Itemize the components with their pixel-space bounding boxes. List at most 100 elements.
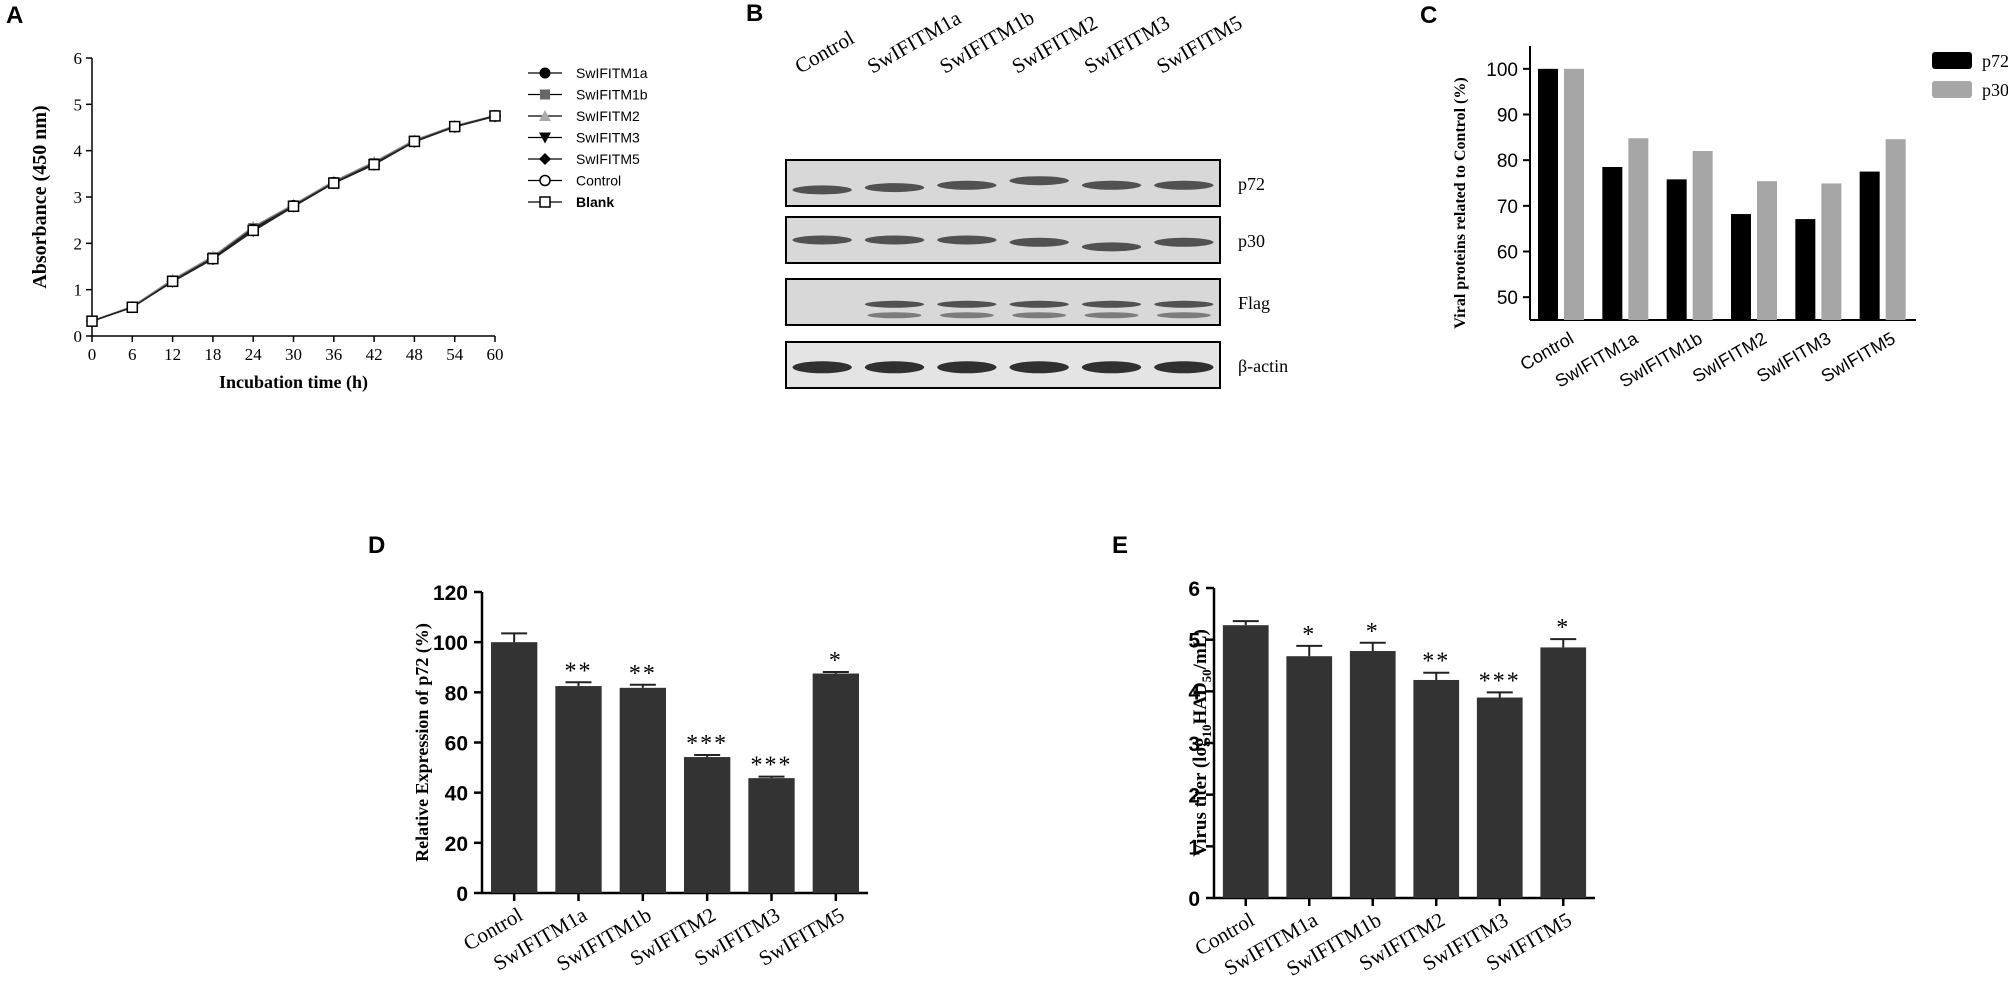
- significance-marker: ***: [751, 753, 793, 779]
- y-tick-label: 0: [1188, 888, 1200, 911]
- series-line-control: [91, 115, 496, 322]
- blot-band: [867, 312, 922, 319]
- blot-row-label: p72: [1238, 174, 1265, 194]
- legend-entry: Control: [576, 173, 621, 189]
- data-point: [126, 301, 139, 314]
- chart-c: 5060708090100ControlSwIFITM1aSwIFITM1bSw…: [1452, 46, 2008, 391]
- blot-band: [1154, 237, 1214, 247]
- y-tick-label: 90: [1497, 106, 1518, 127]
- bar-p30: [1692, 151, 1713, 320]
- blot-band: [1081, 180, 1142, 190]
- data-point: [86, 315, 98, 327]
- series-line-swifitm2: [91, 114, 496, 322]
- y-tick-label: 5: [74, 95, 83, 114]
- bar: [1286, 656, 1333, 898]
- blot-band: [937, 361, 997, 374]
- y-tick-label: 70: [1497, 197, 1518, 218]
- y-tick-label: 40: [445, 783, 468, 806]
- bar-p30: [1564, 68, 1584, 320]
- data-point: [408, 135, 421, 148]
- significance-marker: *: [1556, 615, 1570, 641]
- panel-label-d: D: [368, 532, 386, 559]
- significance-marker: **: [1422, 649, 1450, 675]
- legend-marker: [539, 196, 551, 208]
- blot-strip: [785, 341, 1221, 389]
- significance-marker: **: [629, 661, 657, 687]
- y-axis-label: Virus titer (log10HAD50/mL): [1190, 629, 1214, 857]
- blot-band: [1156, 312, 1211, 319]
- blot-band: [1084, 312, 1139, 319]
- y-tick-label: 20: [445, 833, 468, 856]
- blot-band: [1154, 361, 1214, 374]
- x-tick-label: 48: [406, 345, 423, 364]
- x-tick-label: 36: [325, 345, 342, 364]
- panel-label-b: B: [746, 0, 764, 27]
- data-point: [207, 252, 219, 265]
- y-tick-label: 60: [1497, 243, 1518, 264]
- y-axis-label: Relative Expression of p72 (%): [412, 623, 433, 862]
- blot-row-label: β-actin: [1238, 356, 1288, 376]
- x-tick-label: 30: [285, 345, 302, 364]
- blot-band: [1009, 300, 1069, 308]
- x-tick-label: 12: [164, 345, 181, 364]
- significance-marker: *: [829, 648, 843, 674]
- significance-marker: **: [565, 658, 593, 684]
- blot-strip: [785, 216, 1221, 264]
- y-axis-label: Absorbance (450 nm): [29, 105, 51, 288]
- y-tick-label: 2: [1188, 785, 1200, 808]
- legend-entry: SwIFITM3: [576, 130, 640, 146]
- y-tick-label: 3: [1188, 733, 1200, 756]
- x-tick-label: 60: [487, 345, 504, 364]
- blot-row-label: Flag: [1238, 293, 1270, 313]
- bar-p30: [1757, 181, 1777, 320]
- data-point: [328, 177, 340, 189]
- blot-band: [864, 183, 925, 193]
- y-tick-label: 120: [433, 582, 468, 605]
- bar: [1476, 697, 1523, 898]
- bar-p30: [1821, 183, 1842, 320]
- series-line-swifitm5: [91, 115, 496, 322]
- blot-band: [1081, 300, 1142, 308]
- blot-strip: [785, 159, 1221, 207]
- blot-band: [937, 180, 997, 190]
- legend-swatch-p72: [1932, 52, 1972, 69]
- y-tick-label: 6: [1188, 578, 1200, 601]
- bar-p30: [1885, 139, 1906, 320]
- y-tick-label: 4: [1188, 681, 1200, 704]
- blot-lane-label: Control: [791, 25, 859, 78]
- y-tick-label: 4: [74, 142, 83, 161]
- bar-p72: [1666, 179, 1687, 320]
- legend-entry: p72: [1982, 51, 2008, 71]
- blot-band: [792, 185, 852, 195]
- legend-entry: SwIFITM2: [576, 108, 640, 124]
- chart-e: 0123456Control*SwIFITM1a*SwIFITM1b**SwIF…: [1188, 578, 1595, 981]
- bar: [812, 673, 859, 893]
- y-tick-label: 100: [1486, 60, 1518, 81]
- legend-marker: [540, 89, 550, 100]
- bar: [748, 778, 795, 893]
- blot-band: [937, 235, 997, 245]
- x-tick-label: 54: [446, 345, 464, 364]
- y-tick-label: 2: [74, 234, 83, 253]
- panel-label-e: E: [1112, 532, 1129, 559]
- y-tick-label: 3: [74, 188, 83, 207]
- chart-d: 020406080100120Control**SwIFITM1a**SwIFI…: [412, 582, 868, 976]
- bar-p72: [1731, 214, 1751, 320]
- y-axis-label: Viral proteins related to Control (%): [1452, 77, 1469, 328]
- bar-p30: [1628, 138, 1649, 320]
- y-tick-label: 60: [445, 733, 468, 756]
- bar-p72: [1859, 171, 1880, 320]
- x-tick-label: 0: [88, 345, 97, 364]
- legend-swatch-p30: [1932, 81, 1972, 98]
- blot-band: [864, 300, 925, 308]
- blot-band: [1154, 300, 1214, 308]
- blot-band: [1009, 176, 1069, 186]
- bar: [1349, 651, 1396, 898]
- legend-entry: p30: [1982, 80, 2008, 100]
- y-tick-label: 80: [445, 682, 468, 705]
- y-tick-label: 5: [1188, 630, 1200, 653]
- legend-entry: SwIFITM1a: [576, 65, 648, 81]
- significance-marker: *: [1366, 619, 1380, 645]
